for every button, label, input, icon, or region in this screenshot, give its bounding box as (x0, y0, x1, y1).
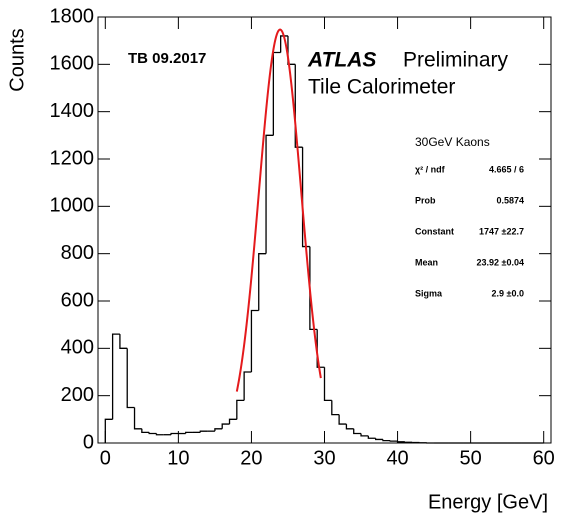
histogram-bin (243, 371, 252, 401)
histogram-bin (265, 134, 274, 254)
histogram-bin (214, 428, 223, 432)
stat-value: 23.92 ±0.04 (477, 257, 524, 267)
y-tick-label: 1800 (50, 5, 95, 27)
histogram-bin (133, 407, 142, 430)
histogram-bin (228, 418, 237, 425)
histogram-bin (353, 428, 362, 435)
y-tick-label: 1400 (50, 100, 95, 122)
stat-value: 0.5874 (496, 195, 524, 205)
histogram-bin (301, 147, 310, 248)
x-tick-label: 30 (313, 447, 335, 469)
stats-title: 30GeV Kaons (415, 135, 490, 149)
histogram-bin (338, 414, 347, 425)
histogram-bin (170, 432, 179, 435)
histogram-bin (360, 433, 369, 437)
x-tick-label: 20 (240, 447, 262, 469)
histogram-bin (155, 433, 164, 436)
stat-value: 4.665 / 6 (489, 164, 524, 174)
histogram-bin (374, 438, 383, 441)
histogram-bin (382, 439, 391, 442)
histogram-bin (272, 51, 281, 136)
stat-name: Mean (415, 257, 438, 267)
x-tick-label: 60 (533, 447, 555, 469)
x-axis-label: Energy [GeV] (428, 491, 548, 513)
detector-label: Tile Calorimeter (308, 76, 455, 99)
x-tick-label: 0 (100, 447, 111, 469)
histogram-bin (294, 64, 303, 148)
histogram-bin (258, 253, 267, 311)
histogram-bin (345, 424, 354, 430)
histogram-bin (126, 348, 135, 409)
stat-name: Sigma (415, 288, 443, 298)
histogram-bin (104, 418, 113, 443)
stat-name: Prob (415, 195, 436, 205)
histogram-bin (331, 400, 340, 416)
stat-value: 2.9 ±0.0 (492, 288, 524, 298)
histogram-bin (221, 423, 230, 429)
histogram-bin (396, 441, 405, 443)
y-tick-label: 800 (61, 242, 94, 264)
status-label: Preliminary (403, 49, 509, 72)
histogram-bin (119, 334, 128, 349)
histogram-bin (111, 333, 120, 420)
y-tick-label: 1000 (50, 195, 95, 217)
histogram-bin (316, 329, 325, 368)
stat-value: 1747 ±22.7 (479, 226, 524, 236)
histogram-bin (323, 367, 332, 402)
x-tick-label: 10 (167, 447, 189, 469)
y-tick-label: 1200 (50, 147, 95, 169)
run-label: TB 09.2017 (128, 50, 206, 67)
histogram-bin (367, 435, 376, 439)
y-tick-label: 200 (61, 384, 94, 406)
y-tick-label: 400 (61, 337, 94, 359)
atlas-label: ATLAS (307, 49, 376, 72)
x-tick-label: 50 (460, 447, 482, 469)
y-tick-label: 600 (61, 289, 94, 311)
x-tick-label: 40 (386, 447, 408, 469)
y-tick-label: 0 (83, 431, 94, 453)
stat-name: Constant (415, 226, 454, 236)
histogram-bin (199, 430, 208, 433)
histogram-bin (185, 431, 193, 434)
histogram-bin (280, 35, 288, 53)
y-axis-label: Counts (6, 28, 28, 91)
histogram-bin (250, 309, 259, 372)
y-tick-label: 1600 (50, 53, 95, 75)
histogram-bin (141, 428, 150, 433)
histogram-bin (236, 399, 245, 420)
fit-curve (235, 28, 322, 392)
histogram-bin (148, 432, 157, 435)
stat-name: χ² / ndf (415, 164, 446, 174)
